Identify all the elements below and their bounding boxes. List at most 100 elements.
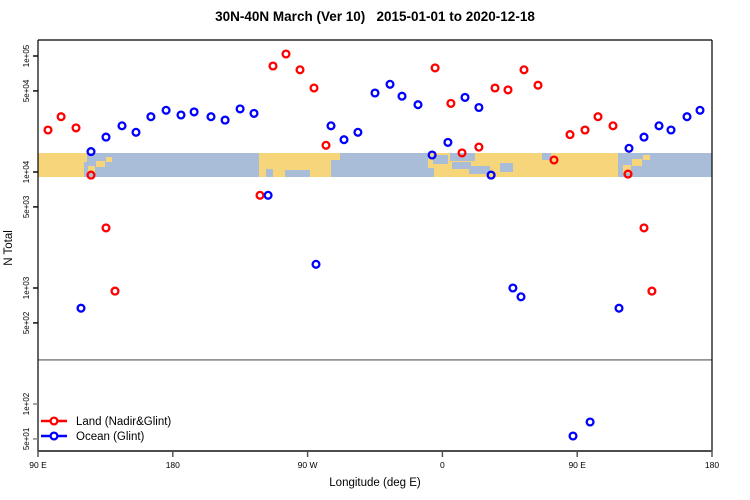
- y-tick-label: 1e+02: [22, 392, 31, 415]
- data-point-ocean: [486, 170, 496, 180]
- map-sea-patch: [452, 162, 471, 169]
- legend-label-land: Land (Nadir&Glint): [76, 416, 171, 428]
- chart-title: 30N-40N March (Ver 10) 2015-01-01 to 202…: [215, 9, 535, 24]
- data-point-ocean: [235, 104, 245, 114]
- x-axis-title: Longitude (deg E): [329, 477, 421, 489]
- map-land-segment: [643, 155, 650, 160]
- y-tick-label: 1e+04: [22, 160, 31, 183]
- legend-label-ocean: Ocean (Glint): [76, 431, 145, 443]
- data-point-ocean: [353, 127, 363, 137]
- data-point-ocean: [206, 112, 216, 122]
- data-point-land: [519, 65, 529, 75]
- data-point-land: [623, 169, 633, 179]
- data-point-land: [593, 112, 603, 122]
- y-axis-title: N Total: [3, 230, 15, 266]
- data-point-land: [503, 85, 513, 95]
- data-point-land: [56, 112, 66, 122]
- y-tick-label: 1e+05: [22, 44, 31, 67]
- x-axis-ticks: 90 E 180 90 W 0 90 E 180: [29, 451, 719, 470]
- x-tick-label: 0: [440, 460, 445, 470]
- data-point-ocean: [76, 303, 86, 313]
- x-tick-label: 180: [705, 460, 719, 470]
- data-point-ocean: [86, 147, 96, 157]
- y-tick-label: 5e+01: [22, 427, 31, 450]
- data-point-land: [580, 125, 590, 135]
- legend-item-land: Land (Nadir&Glint): [41, 416, 171, 428]
- data-point-land: [430, 63, 440, 73]
- map-land-segment: [623, 165, 631, 173]
- data-point-land: [608, 121, 618, 131]
- map-land-segment: [331, 153, 340, 160]
- map-land-segment: [96, 161, 105, 167]
- data-point-ocean: [220, 115, 230, 125]
- data-point-land: [647, 286, 657, 296]
- data-point-ocean: [161, 105, 171, 115]
- data-point-ocean: [101, 132, 111, 142]
- y-tick-label: 1e+03: [22, 276, 31, 299]
- data-point-land: [281, 49, 291, 59]
- data-point-ocean: [413, 100, 423, 110]
- legend-marker-ocean-icon: [49, 431, 59, 441]
- data-point-ocean: [474, 102, 484, 113]
- data-point-ocean: [639, 132, 649, 142]
- x-tick-label: 90 E: [29, 460, 47, 470]
- data-point-ocean: [311, 259, 321, 269]
- data-point-ocean: [695, 105, 705, 115]
- data-point-land: [321, 140, 331, 150]
- data-point-land: [565, 130, 575, 140]
- data-point-ocean: [568, 431, 578, 441]
- map-sea-patch: [285, 170, 310, 177]
- data-point-ocean: [614, 303, 624, 313]
- data-point-ocean: [624, 143, 634, 153]
- data-point-land: [86, 170, 96, 180]
- data-point-land: [295, 65, 305, 75]
- x-tick-label: 90 W: [298, 460, 318, 470]
- y-tick-label: 5e+03: [22, 195, 31, 218]
- map-sea-patch: [433, 155, 448, 164]
- data-points: [43, 49, 705, 441]
- data-point-ocean: [249, 108, 259, 118]
- data-point-ocean: [117, 121, 127, 131]
- data-point-ocean: [189, 107, 199, 117]
- data-point-land: [474, 142, 484, 152]
- legend-item-ocean: Ocean (Glint): [41, 431, 145, 443]
- data-point-ocean: [460, 92, 470, 102]
- map-land-segment: [38, 153, 84, 177]
- data-point-land: [110, 286, 120, 296]
- data-point-land: [268, 61, 278, 71]
- x-tick-label: 90 E: [568, 460, 586, 470]
- data-point-ocean: [385, 79, 395, 89]
- data-point-land: [309, 83, 319, 93]
- data-point-ocean: [516, 292, 526, 302]
- data-point-ocean: [682, 112, 692, 122]
- data-point-ocean: [326, 121, 336, 131]
- x-tick-label: 180: [166, 460, 180, 470]
- data-point-land: [457, 148, 467, 158]
- map-sea-patch: [542, 153, 551, 160]
- map-sea-patch: [428, 168, 434, 177]
- data-point-land: [639, 223, 649, 233]
- data-point-land: [255, 190, 265, 200]
- data-point-ocean: [397, 91, 407, 101]
- data-point-ocean: [654, 121, 664, 131]
- plot-box: [37, 39, 713, 452]
- data-point-land: [71, 123, 81, 133]
- chart-legend: Land (Nadir&Glint) Ocean (Glint): [41, 416, 171, 443]
- y-tick-label: 5e+04: [22, 79, 31, 102]
- world-map-band: [38, 153, 712, 177]
- data-point-ocean: [146, 112, 156, 122]
- map-land-segment: [88, 166, 95, 173]
- y-axis-ticks: 1e+05 5e+04 1e+04 5e+03 1e+03 5e+02 1e+02 5e+01: [22, 44, 38, 450]
- data-point-land: [101, 223, 111, 233]
- data-point-land: [533, 80, 543, 90]
- map-land-segment: [84, 153, 87, 162]
- data-point-ocean: [370, 88, 380, 98]
- data-point-ocean: [666, 125, 676, 135]
- data-point-land: [549, 155, 559, 165]
- legend-marker-land-icon: [49, 416, 59, 426]
- map-sea-patch: [266, 169, 273, 177]
- data-point-ocean: [263, 190, 273, 200]
- data-point-ocean: [585, 417, 595, 427]
